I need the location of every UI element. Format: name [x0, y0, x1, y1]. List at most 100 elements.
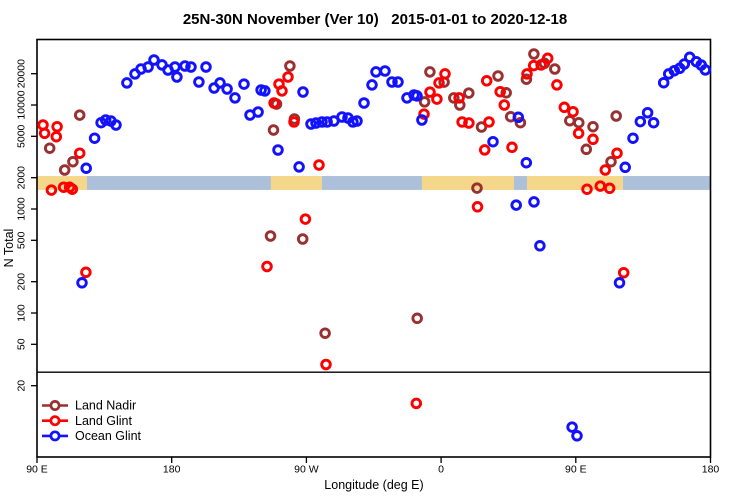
data-point-land-glint: [599, 164, 612, 176]
y-tick-label: 20000: [16, 59, 28, 88]
data-point-land-glint: [410, 397, 423, 410]
data-point-ocean-glint: [510, 199, 522, 211]
data-point-land-nadir: [67, 155, 79, 168]
data-point-ocean-glint: [259, 85, 271, 97]
data-point-ocean-glint: [272, 144, 284, 156]
data-point-ocean-glint: [293, 161, 305, 173]
data-point-land-nadir: [424, 66, 436, 78]
data-point-ocean-glint: [310, 117, 322, 129]
legend-marker-circle: [49, 430, 61, 442]
x-axis-label: Longitude (deg E): [324, 478, 423, 492]
chart-title: 25N-30N November (Ver 10) 2015-01-01 to …: [182, 11, 568, 28]
data-point-land-glint: [73, 147, 86, 159]
data-point-ocean-glint: [379, 65, 391, 77]
data-point-land-nadir: [580, 143, 593, 156]
x-tick-label: 180: [702, 464, 720, 476]
data-point-land-glint: [535, 59, 547, 71]
legend-label: Land Glint: [75, 414, 133, 428]
data-point-land-nadir: [549, 63, 561, 75]
data-point-ocean-glint: [386, 76, 398, 88]
data-point-ocean-glint: [566, 421, 578, 433]
data-point-land-glint: [521, 68, 533, 80]
data-point-land-glint: [494, 85, 506, 98]
data-point-ocean-glint: [657, 76, 670, 89]
strip-segment-ocean: [622, 176, 711, 190]
strip-segment-ocean: [513, 176, 528, 190]
data-point-land-nadir: [471, 182, 483, 194]
data-point-ocean-glint: [179, 60, 191, 72]
x-tick-label: 0: [438, 464, 444, 476]
x-tick-label: 90 E: [26, 464, 48, 476]
data-point-land-glint: [463, 117, 475, 129]
data-point-ocean-glint: [699, 64, 712, 76]
data-point-ocean-glint: [148, 54, 160, 66]
data-point-land-glint: [261, 260, 273, 273]
data-point-land-glint: [282, 71, 294, 83]
data-point-land-glint: [456, 116, 468, 128]
data-point-land-nadir: [296, 233, 309, 245]
data-point-land-glint: [581, 183, 593, 195]
data-point-ocean-glint: [305, 118, 317, 130]
data-point-land-nadir: [463, 87, 475, 99]
strip-segment-land: [527, 176, 623, 190]
coastline-strip: [37, 176, 711, 190]
data-point-land-nadir: [520, 73, 533, 85]
y-tick-label: 1000: [16, 197, 28, 221]
y-tick-label: 5000: [16, 124, 28, 148]
data-point-ocean-glint: [297, 86, 309, 98]
strip-segment-land: [270, 176, 322, 190]
data-point-ocean-glint: [99, 114, 112, 126]
plot-frame: [36, 38, 712, 458]
data-point-ocean-glint: [336, 111, 348, 123]
data-point-ocean-glint: [571, 430, 583, 442]
data-point-land-glint: [471, 201, 484, 213]
data-point-ocean-glint: [634, 115, 647, 128]
data-point-land-glint: [551, 79, 563, 91]
data-point-ocean-glint: [229, 92, 241, 104]
data-point-land-nadir: [528, 48, 540, 60]
data-point-land-glint: [50, 130, 63, 143]
data-point-land-nadir: [411, 312, 423, 325]
data-point-land-nadir: [514, 116, 527, 129]
strip-segment-ocean: [86, 176, 271, 190]
data-point-ocean-glint: [88, 132, 101, 144]
data-point-land-nadir: [475, 121, 488, 133]
data-point-land-glint: [424, 86, 436, 98]
y-tick-label: 2000: [16, 166, 28, 190]
data-point-land-glint: [45, 184, 58, 196]
data-point-ocean-glint: [321, 116, 333, 128]
data-points: [37, 48, 712, 442]
data-point-ocean-glint: [121, 77, 133, 89]
data-point-land-nadir: [73, 109, 86, 121]
data-point-ocean-glint: [200, 61, 212, 73]
data-point-land-glint: [433, 77, 445, 89]
data-point-land-glint: [611, 147, 623, 159]
data-point-land-nadir: [564, 114, 576, 127]
data-point-land-nadir: [454, 99, 466, 111]
data-point-land-glint: [558, 101, 571, 114]
data-point-land-nadir: [573, 116, 585, 129]
data-point-land-nadir: [264, 230, 277, 242]
data-point-land-glint: [431, 93, 443, 105]
data-point-land-nadir: [448, 92, 460, 104]
data-point-ocean-glint: [76, 277, 88, 289]
data-point-ocean-glint: [80, 162, 92, 174]
data-point-ocean-glint: [358, 97, 370, 109]
data-point-land-glint: [498, 99, 511, 111]
data-point-ocean-glint: [416, 114, 428, 126]
data-point-land-nadir: [605, 155, 617, 168]
y-tick-label: 10000: [16, 90, 28, 119]
data-point-land-glint: [288, 116, 300, 128]
y-tick-label: 100: [16, 304, 28, 322]
data-point-ocean-glint: [238, 78, 250, 90]
data-point-land-nadir: [610, 110, 622, 122]
y-tick-label: 50: [16, 338, 28, 350]
y-tick-label: 200: [16, 273, 28, 291]
data-point-ocean-glint: [520, 156, 533, 169]
data-point-land-glint: [299, 213, 312, 225]
data-point-land-glint: [567, 105, 579, 118]
data-point-ocean-glint: [487, 135, 499, 148]
data-point-land-glint: [51, 120, 63, 133]
